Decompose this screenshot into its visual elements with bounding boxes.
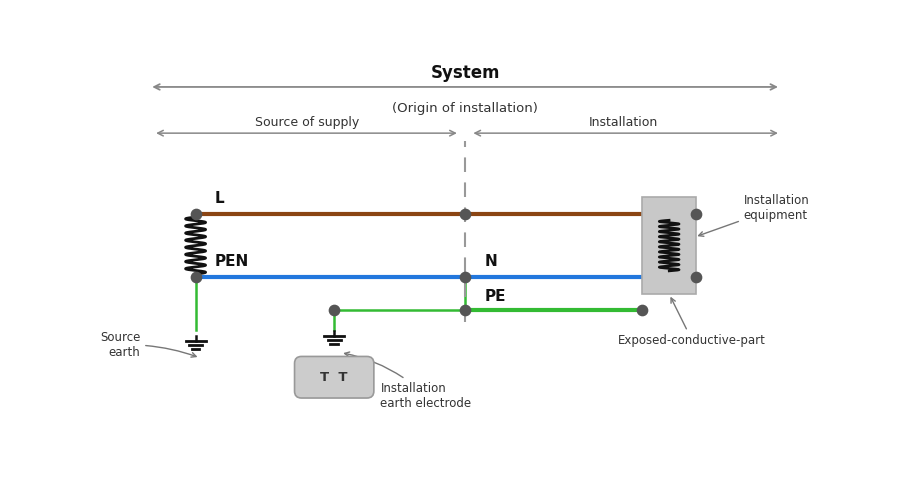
Text: Installation
equipment: Installation equipment <box>698 194 810 236</box>
Point <box>327 306 341 314</box>
Text: T  T: T T <box>320 370 348 384</box>
Point <box>458 306 473 314</box>
FancyBboxPatch shape <box>294 356 374 398</box>
Text: System: System <box>430 64 500 82</box>
Point <box>635 306 650 314</box>
Point <box>458 210 473 218</box>
Text: PE: PE <box>484 289 506 304</box>
Bar <box>643 197 696 294</box>
Text: Installation
earth electrode: Installation earth electrode <box>345 352 472 410</box>
Text: PEN: PEN <box>215 254 249 270</box>
Text: (Origin of installation): (Origin of installation) <box>392 102 538 116</box>
Point <box>458 273 473 281</box>
Point <box>188 273 202 281</box>
Point <box>188 210 202 218</box>
Text: L: L <box>215 192 224 206</box>
Point <box>688 273 703 281</box>
Text: Source of supply: Source of supply <box>255 116 359 128</box>
Text: Source
earth: Source earth <box>100 331 196 359</box>
Text: Exposed-conductive-part: Exposed-conductive-part <box>618 298 766 347</box>
Text: N: N <box>484 254 497 270</box>
Point <box>688 210 703 218</box>
Text: Installation: Installation <box>589 116 658 128</box>
